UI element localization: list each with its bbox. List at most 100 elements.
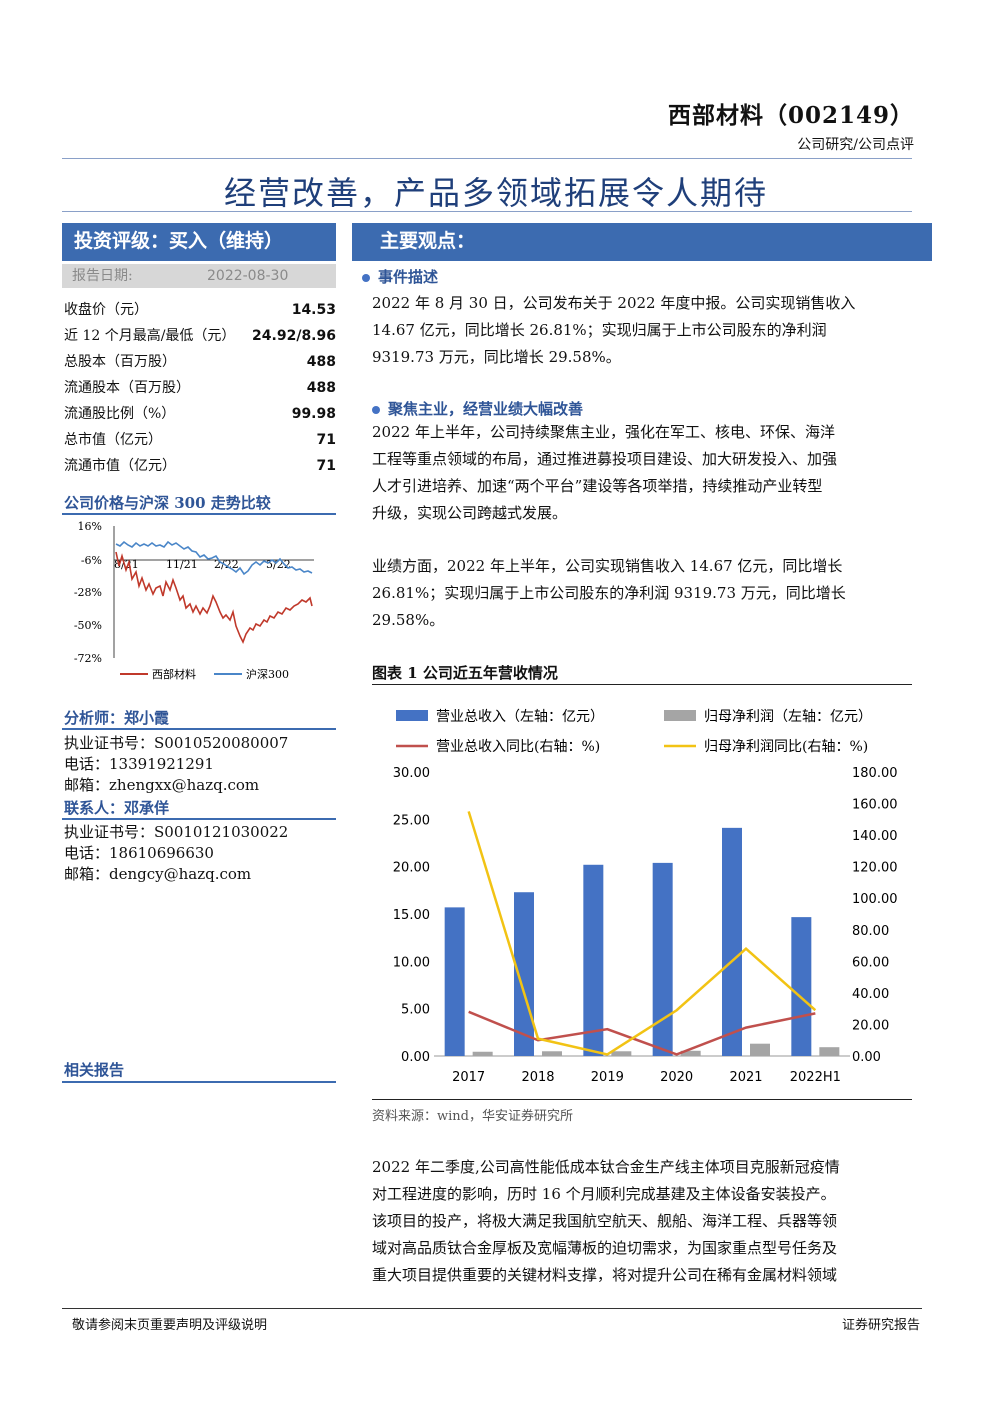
- y-right-tick: 120.00: [852, 861, 898, 876]
- financial-label: 近 12 个月最高/最低（元）: [64, 328, 236, 344]
- price-chart-x-tick: 11/21: [166, 558, 198, 571]
- profit-bar: [542, 1051, 562, 1056]
- financial-row: 收盘价（元） 14.53: [64, 297, 336, 323]
- financial-label: 收盘价（元）: [64, 302, 148, 318]
- analyst-email[interactable]: 邮箱：zhengxx@hazq.com: [64, 776, 260, 794]
- x-tick: 2018: [521, 1070, 554, 1085]
- focus-paragraph: 2022 年上半年，公司持续聚焦主业，强化在军工、核电、环保、海洋 工程等重点领…: [372, 423, 838, 522]
- price-chart-y-tick: -50%: [74, 619, 102, 632]
- financial-row: 流通股本（百万股） 488: [64, 375, 336, 401]
- y-left-tick: 25.00: [393, 813, 430, 828]
- project-paragraph: 2022 年二季度,公司高性能低成本钛合金生产线主体项目克服新冠疫情 对工程进度…: [372, 1158, 840, 1284]
- section-event-title: 事件描述: [362, 266, 438, 287]
- rating-label: 投资评级：买入（维持）: [74, 230, 284, 252]
- revenue-bar: [514, 892, 534, 1056]
- price-chart-title: 公司价格与沪深 300 走势比较: [64, 494, 271, 512]
- financial-row: 总股本（百万股） 488: [64, 349, 336, 375]
- revenue-bar: [791, 917, 812, 1056]
- price-chart-y-tick: -6%: [81, 554, 102, 567]
- report-date-label: 报告日期:: [72, 268, 133, 284]
- title-divider: [62, 211, 912, 212]
- x-tick: 2019: [591, 1070, 624, 1085]
- price-chart-y-tick: -72%: [74, 652, 102, 665]
- rating-band: 投资评级：买入（维持）: [62, 223, 336, 261]
- main-points-band: 主要观点：: [352, 223, 932, 261]
- profit-bar: [680, 1050, 701, 1056]
- footer-rule: [62, 1308, 922, 1309]
- financial-label: 流通股比例（%）: [64, 406, 176, 422]
- x-tick: 2021: [729, 1070, 762, 1085]
- financial-value: 71: [316, 458, 336, 474]
- profit-bar: [750, 1043, 770, 1056]
- financial-label: 总股本（百万股）: [64, 354, 176, 370]
- financial-value: 24.92/8.96: [252, 328, 336, 344]
- legend-swatch: [396, 710, 428, 721]
- x-tick: 2017: [452, 1070, 485, 1085]
- price-chart-y-tick: -28%: [74, 586, 102, 599]
- profit-bar: [611, 1051, 632, 1056]
- revenue-chart: 营业总收入（左轴：亿元） 归母净利润（左轴：亿元） 营业总收入同比(右轴：%) 归母净…: [393, 708, 898, 1085]
- footer-report-type: 证券研究报告: [841, 1318, 920, 1333]
- legend-label: 归母净利润（左轴：亿元）: [704, 708, 872, 725]
- y-left-tick: 30.00: [393, 766, 430, 781]
- price-chart-x-tick: 5/22: [266, 558, 291, 571]
- financial-label: 流通市值（亿元）: [64, 458, 176, 474]
- revenue-bar: [652, 862, 673, 1056]
- profit-bar: [472, 1051, 493, 1056]
- y-right-tick: 0.00: [852, 1050, 881, 1065]
- financial-row: 近 12 个月最高/最低（元） 24.92/8.96: [64, 323, 336, 349]
- financial-row: 流通市值（亿元） 71: [64, 453, 336, 479]
- y-right-tick: 40.00: [852, 987, 889, 1002]
- figure-title: 图表 1 公司近五年营收情况: [372, 664, 558, 682]
- section-focus-title: 聚焦主业，经营业绩大幅改善: [372, 398, 583, 419]
- contact-rule: [62, 818, 336, 820]
- y-left-tick: 5.00: [401, 1003, 430, 1018]
- legend-index-label: 沪深300: [246, 667, 289, 681]
- contact-heading: 联系人：邓承佯: [64, 799, 170, 817]
- financial-label: 流通股本（百万股）: [64, 380, 190, 396]
- financial-value: 488: [306, 354, 336, 370]
- performance-paragraph: 业绩方面，2022 年上半年，公司实现销售收入 14.67 亿元，同比增长 26…: [372, 557, 846, 629]
- report-type: 公司研究/公司点评: [797, 137, 914, 153]
- revenue-bar: [444, 907, 465, 1056]
- y-left-tick: 20.00: [393, 861, 430, 876]
- footer-disclaimer[interactable]: 敬请参阅末页重要声明及评级说明: [72, 1318, 268, 1333]
- y-left-tick: 0.00: [401, 1050, 430, 1065]
- y-right-tick: 100.00: [852, 892, 898, 907]
- figure-bottom-rule: [372, 1099, 912, 1100]
- financial-value: 14.53: [291, 302, 336, 318]
- revenue-growth-line: [468, 1010, 816, 1056]
- analyst-phone: 电话：13391921291: [64, 755, 214, 773]
- figure-source: 资料来源：wind，华安证券研究所: [372, 1109, 573, 1124]
- contact-email[interactable]: 邮箱：dengcy@hazq.com: [64, 865, 252, 883]
- header-divider: [62, 158, 912, 159]
- revenue-bar: [583, 864, 604, 1056]
- related-reports-rule: [62, 1081, 336, 1083]
- y-right-tick: 180.00: [852, 766, 898, 781]
- y-right-tick: 140.00: [852, 829, 898, 844]
- legend-label: 归母净利润同比(右轴：%): [704, 738, 868, 755]
- contact-phone: 电话：18610696630: [64, 844, 214, 862]
- price-chart-rule: [62, 513, 336, 515]
- analyst-rule: [62, 728, 336, 730]
- x-tick: 2022H1: [790, 1070, 841, 1085]
- y-right-tick: 60.00: [852, 955, 889, 970]
- company-name: 西部材料（002149）: [667, 102, 914, 129]
- index-price-line: [115, 540, 313, 576]
- financial-value: 99.98: [291, 406, 336, 422]
- price-chart-y-tick: 16%: [78, 520, 102, 533]
- financial-value: 71: [316, 432, 336, 448]
- company-price-line: [115, 551, 313, 644]
- analyst-cert: 执业证书号：S0010520080007: [64, 734, 289, 752]
- analyst-heading: 分析师：郑小霞: [64, 709, 170, 727]
- financial-row: 流通股比例（%） 99.98: [64, 401, 336, 427]
- figure-top-rule: [372, 684, 912, 685]
- bullet-icon: [372, 406, 380, 414]
- y-right-tick: 80.00: [852, 924, 889, 939]
- legend-label: 营业总收入同比(右轴：%): [436, 739, 600, 755]
- y-right-tick: 20.00: [852, 1018, 889, 1033]
- x-tick: 2020: [660, 1070, 693, 1085]
- related-reports-heading: 相关报告: [64, 1061, 125, 1079]
- contact-cert: 执业证书号：S0010121030022: [64, 823, 289, 841]
- report-title: 经营改善，产品多领域拓展令人期待: [223, 174, 768, 212]
